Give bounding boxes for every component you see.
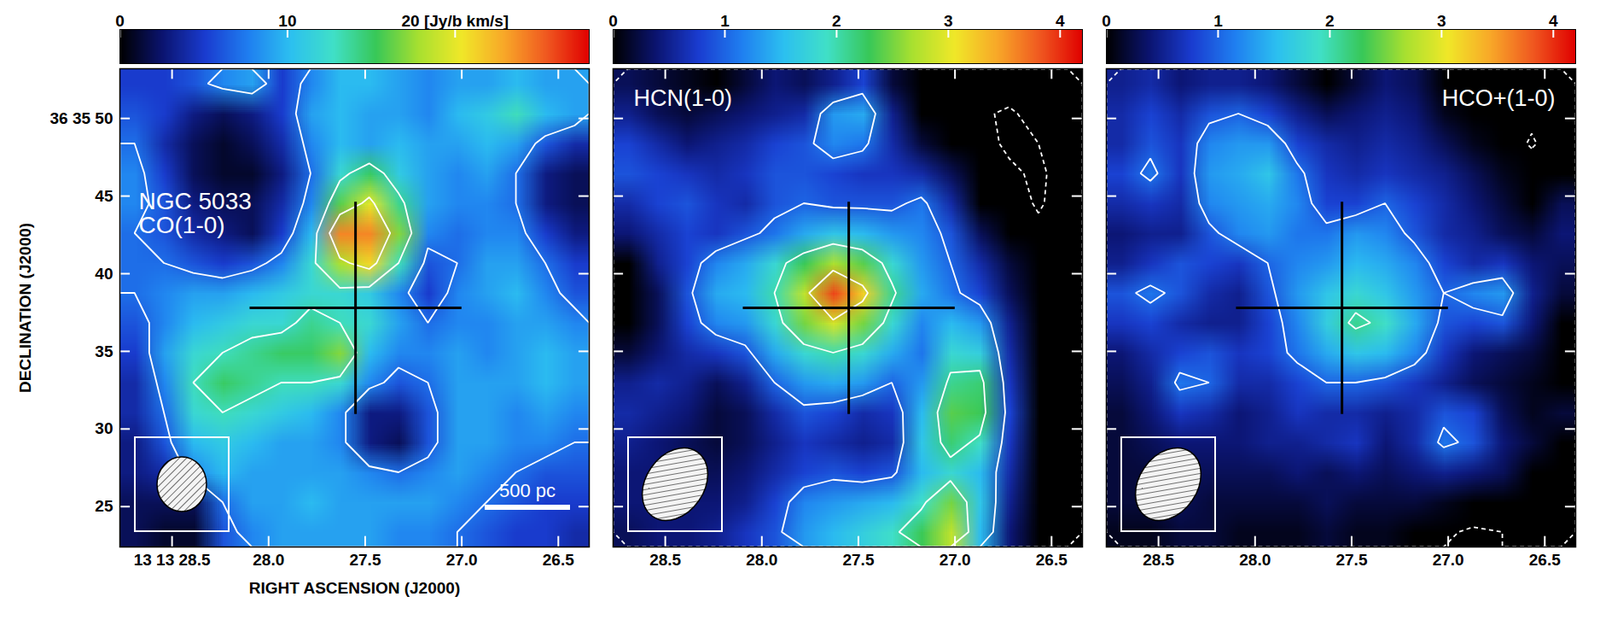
svg-text:28.5: 28.5 bbox=[649, 550, 681, 569]
svg-text:3: 3 bbox=[943, 11, 954, 30]
svg-text:NGC 5033CO(1-0): NGC 5033CO(1-0) bbox=[139, 187, 252, 239]
svg-text:DECLINATION (J2000): DECLINATION (J2000) bbox=[16, 222, 35, 393]
svg-text:HCN(1-0): HCN(1-0) bbox=[634, 85, 734, 111]
svg-text:0: 0 bbox=[115, 11, 125, 30]
svg-text:2: 2 bbox=[832, 11, 842, 30]
svg-text:HCO+(1-0): HCO+(1-0) bbox=[1442, 85, 1556, 111]
svg-text:36 35 50: 36 35 50 bbox=[50, 109, 114, 128]
svg-text:27.0: 27.0 bbox=[446, 550, 478, 569]
svg-text:3: 3 bbox=[1437, 11, 1447, 30]
svg-text:2: 2 bbox=[1325, 11, 1335, 30]
svg-text:26.5: 26.5 bbox=[1529, 550, 1561, 569]
svg-text:28.0: 28.0 bbox=[745, 550, 778, 569]
svg-text:27.5: 27.5 bbox=[842, 550, 874, 569]
svg-text:30: 30 bbox=[94, 418, 113, 437]
svg-text:4: 4 bbox=[1548, 11, 1559, 30]
svg-text:45: 45 bbox=[94, 186, 114, 205]
svg-text:27.5: 27.5 bbox=[1335, 550, 1368, 569]
svg-text:27.5: 27.5 bbox=[349, 550, 381, 569]
svg-text:0: 0 bbox=[1101, 11, 1112, 30]
svg-text:13 13 28.5: 13 13 28.5 bbox=[133, 550, 211, 569]
svg-text:25: 25 bbox=[94, 496, 114, 515]
svg-text:27.0: 27.0 bbox=[939, 550, 972, 569]
svg-text:26.5: 26.5 bbox=[542, 550, 575, 569]
svg-text:28.5: 28.5 bbox=[1142, 550, 1175, 569]
svg-text:26.5: 26.5 bbox=[1035, 550, 1068, 569]
svg-text:RIGHT ASCENSION (J2000): RIGHT ASCENSION (J2000) bbox=[249, 578, 460, 597]
svg-text:0: 0 bbox=[608, 11, 618, 30]
svg-text:4: 4 bbox=[1055, 11, 1065, 30]
svg-text:500 pc: 500 pc bbox=[499, 479, 556, 501]
svg-text:20 [Jy/b km/s]: 20 [Jy/b km/s] bbox=[401, 11, 510, 30]
svg-text:10: 10 bbox=[278, 11, 297, 30]
svg-text:40: 40 bbox=[94, 264, 113, 283]
svg-text:27.0: 27.0 bbox=[1432, 550, 1465, 569]
svg-text:28.0: 28.0 bbox=[252, 550, 285, 569]
svg-text:1: 1 bbox=[720, 11, 730, 30]
svg-text:1: 1 bbox=[1213, 11, 1223, 30]
svg-text:28.0: 28.0 bbox=[1239, 550, 1271, 569]
svg-text:35: 35 bbox=[94, 341, 114, 360]
